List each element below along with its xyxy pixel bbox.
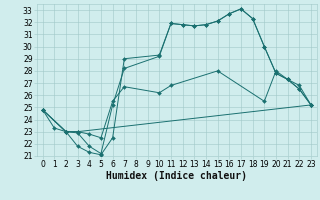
X-axis label: Humidex (Indice chaleur): Humidex (Indice chaleur) [106, 171, 247, 181]
